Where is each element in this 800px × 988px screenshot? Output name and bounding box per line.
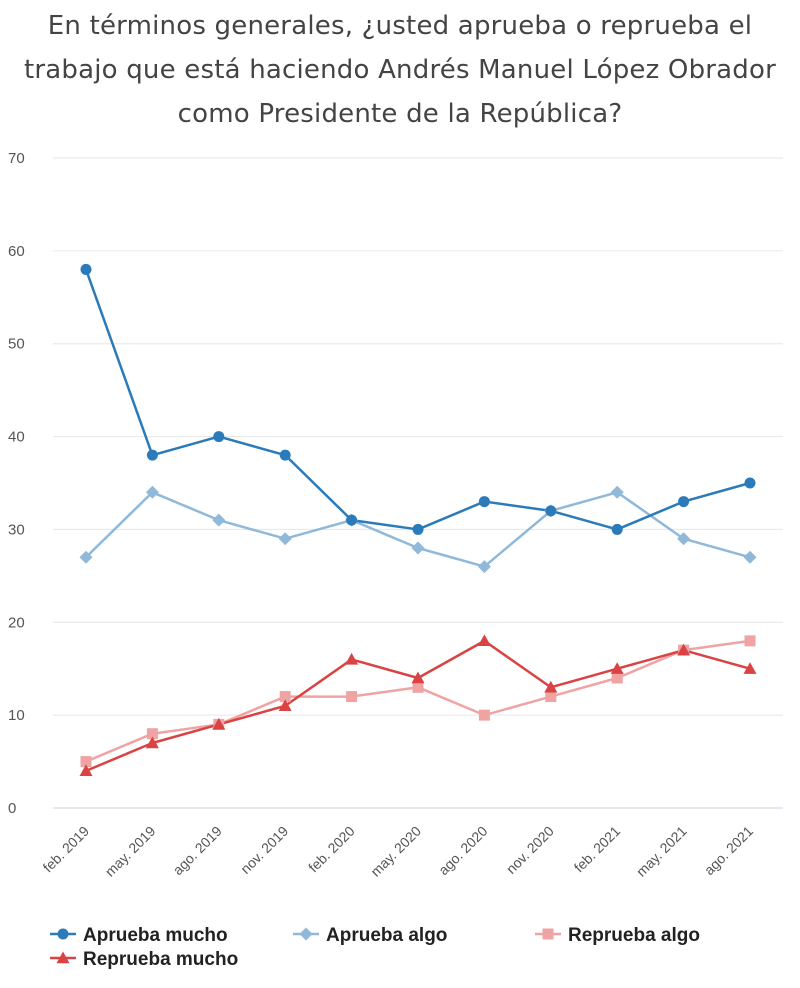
data-point-aprueba-mucho [744,477,756,489]
data-point-reprueba-mucho [544,680,558,693]
data-point-aprueba-mucho [80,263,92,275]
x-axis: feb. 2019 may. 2019 ago. 2019 nov. 2019 feb.… [40,823,757,880]
data-point-reprueba-mucho [477,634,491,647]
data-point-aprueba-mucho [146,449,158,461]
data-point-reprueba-mucho [79,764,93,777]
y-tick-label: 50 [8,336,25,353]
data-point-reprueba-mucho [610,662,624,674]
legend-label: Reprueba mucho [83,949,238,970]
data-point-aprueba-algo [743,550,757,564]
data-point-reprueba-algo [611,672,623,684]
data-point-reprueba-algo [80,756,92,768]
legend-marker-square-icon [542,928,554,940]
x-tick-label: ago. 2021 [701,823,757,879]
legend-marker-circle-icon [57,928,69,940]
y-axis: 0 10 20 30 40 50 60 70 [8,150,25,817]
data-point-aprueba-algo [610,485,624,499]
data-point-reprueba-algo [279,691,291,703]
y-tick-label: 0 [8,800,16,817]
legend-marker-diamond-icon [299,927,313,941]
series-markers [79,263,757,777]
legend-marker-triangle-icon [56,951,70,964]
data-point-aprueba-mucho [678,496,690,508]
x-tick-label: ago. 2020 [435,823,491,879]
legend-label: Reprueba algo [568,925,700,946]
data-point-aprueba-mucho [478,496,490,508]
legend-item-aprueba-algo[interactable]: Aprueba algo [293,925,447,946]
x-tick-label: nov. 2020 [503,823,557,877]
data-point-aprueba-algo [145,485,159,499]
x-tick-label: feb. 2019 [40,823,93,876]
data-point-reprueba-algo [478,709,490,721]
y-tick-label: 10 [8,707,25,724]
data-point-aprueba-algo [79,550,93,564]
x-tick-label: ago. 2019 [170,823,226,879]
series-line-reprueba-mucho [85,639,751,773]
chart-title: En términos generales, ¿usted aprueba o … [0,4,800,136]
x-tick-label: may. 2021 [633,823,690,880]
legend[interactable]: Aprueba mucho Aprueba algo Reprueba algo Re… [50,925,700,970]
data-point-aprueba-mucho [346,514,358,526]
data-point-reprueba-mucho [278,699,292,712]
y-tick-label: 30 [8,521,25,538]
data-point-reprueba-algo [346,691,358,703]
data-point-aprueba-mucho [412,523,424,535]
data-point-reprueba-algo [412,681,424,693]
data-point-aprueba-mucho [279,449,291,461]
data-point-reprueba-mucho [212,717,226,730]
series-line-aprueba-mucho [84,269,751,531]
legend-label: Aprueba algo [326,925,447,946]
chart-title-line-3: como Presidente de la República? [177,99,623,129]
data-point-reprueba-mucho [677,643,691,656]
chart-title-line-1: En términos generales, ¿usted aprueba o … [47,11,753,41]
legend-item-aprueba-mucho[interactable]: Aprueba mucho [50,925,228,946]
data-point-reprueba-mucho [743,662,757,674]
data-point-reprueba-algo [146,728,158,740]
grid-lines [53,157,783,809]
x-tick-label: nov. 2019 [237,823,291,877]
series-lines [84,269,751,773]
data-point-aprueba-mucho [213,431,225,443]
data-point-aprueba-algo [477,560,491,574]
data-point-aprueba-algo [278,532,292,546]
data-point-reprueba-algo [744,635,756,647]
data-point-aprueba-algo [212,513,226,527]
data-point-reprueba-algo [545,691,557,703]
y-tick-label: 40 [8,429,25,446]
data-point-aprueba-mucho [611,523,623,535]
data-point-reprueba-mucho [345,652,359,665]
y-tick-label: 20 [8,614,25,631]
x-tick-label: may. 2019 [102,823,159,880]
data-point-aprueba-algo [411,541,425,555]
x-tick-label: may. 2020 [367,823,424,880]
data-point-reprueba-mucho [411,671,425,684]
x-tick-label: feb. 2020 [305,823,358,876]
data-point-aprueba-mucho [545,505,557,517]
legend-label: Aprueba mucho [83,925,228,946]
y-tick-label: 60 [8,243,25,260]
data-point-aprueba-algo [677,532,691,546]
data-point-reprueba-mucho [145,736,159,749]
y-tick-label: 70 [8,150,25,167]
x-tick-label: feb. 2021 [571,823,624,876]
legend-item-reprueba-mucho[interactable]: Reprueba mucho [50,949,238,970]
chart-title-line-2: trabajo que está haciendo Andrés Manuel … [23,55,777,85]
legend-item-reprueba-algo[interactable]: Reprueba algo [535,925,700,946]
